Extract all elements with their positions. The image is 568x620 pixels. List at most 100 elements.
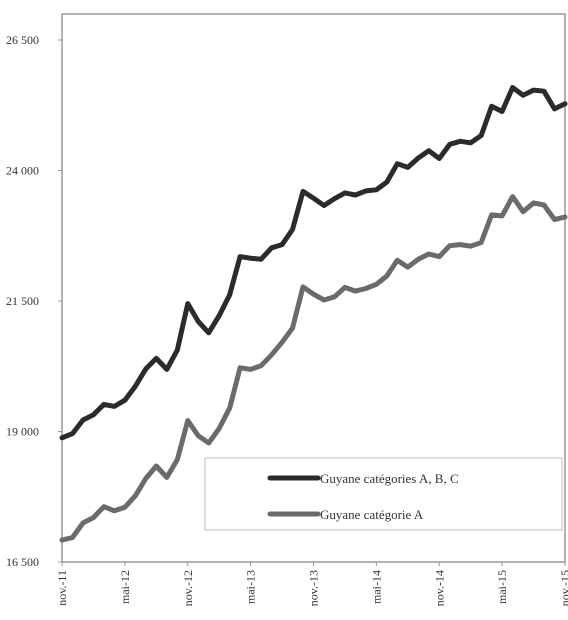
x-tick-label: nov.-11	[55, 570, 69, 606]
data-point	[301, 285, 305, 289]
data-point	[563, 215, 567, 219]
data-point	[385, 274, 389, 278]
data-point	[144, 476, 148, 481]
data-point	[531, 201, 536, 205]
y-tick-label: 24 000	[6, 164, 39, 178]
y-tick-label: 21 500	[6, 294, 39, 308]
data-point	[490, 213, 494, 217]
data-point	[552, 107, 557, 111]
data-point	[353, 289, 358, 293]
data-point	[259, 257, 263, 261]
y-tick-label: 26 500	[6, 33, 39, 47]
x-axis: nov.-11 mai-12 nov.-12 mai-13 nov.-13 mai-14 n…	[55, 562, 568, 606]
data-point	[458, 139, 462, 143]
data-point	[196, 319, 200, 323]
data-point	[238, 366, 242, 370]
data-point	[228, 406, 232, 410]
data-point	[406, 165, 410, 169]
legend-box	[204, 457, 563, 531]
data-point	[259, 364, 263, 368]
data-point	[175, 458, 179, 462]
data-point	[395, 258, 399, 262]
data-point	[269, 353, 274, 357]
data-point	[70, 535, 75, 540]
data-point	[290, 227, 295, 232]
data-point	[353, 193, 358, 197]
data-point	[322, 298, 326, 302]
data-point	[511, 85, 515, 90]
data-point	[374, 282, 378, 286]
data-point	[207, 441, 211, 445]
data-point	[154, 356, 158, 361]
data-point	[154, 464, 158, 468]
data-point	[479, 240, 483, 245]
data-point	[217, 426, 221, 430]
x-tick-label: mai-15	[495, 570, 509, 604]
data-point	[175, 348, 179, 352]
data-point	[332, 295, 337, 299]
data-point	[311, 196, 316, 200]
data-point	[448, 244, 452, 248]
legend-label-abc: Guyane catégories A, B, C	[320, 471, 459, 486]
data-point	[395, 162, 399, 166]
data-point	[112, 404, 116, 409]
data-point	[207, 331, 211, 335]
data-point	[542, 89, 546, 93]
data-point	[416, 257, 420, 261]
y-tick-label: 19 000	[6, 425, 39, 439]
data-point	[322, 203, 326, 208]
data-point	[165, 475, 169, 480]
data-point	[521, 93, 525, 97]
data-point	[165, 367, 169, 371]
data-point	[186, 302, 190, 306]
data-point	[91, 516, 96, 520]
data-point	[416, 156, 420, 160]
legend-label-a: Guyane catégorie A	[320, 507, 424, 522]
data-point	[186, 418, 190, 423]
data-point	[374, 188, 378, 192]
data-point	[427, 149, 431, 153]
data-point	[479, 133, 483, 138]
data-point	[81, 521, 85, 525]
data-point	[364, 189, 368, 193]
data-point	[490, 104, 494, 108]
y-tick-label: 16 500	[6, 555, 39, 569]
data-point	[81, 418, 85, 422]
data-point	[343, 285, 347, 290]
data-point	[511, 195, 515, 199]
data-point	[448, 142, 452, 146]
x-tick-label: nov.-12	[181, 570, 195, 606]
data-point	[542, 203, 546, 207]
data-point	[301, 189, 305, 193]
data-point	[521, 210, 525, 214]
data-point	[332, 197, 337, 201]
data-point	[343, 191, 347, 195]
data-point	[290, 326, 295, 330]
series-lines	[59, 85, 568, 543]
data-point	[269, 246, 274, 250]
data-point	[280, 340, 284, 344]
data-point	[133, 384, 137, 388]
data-point	[102, 505, 106, 509]
x-tick-label: nov.-13	[307, 570, 321, 606]
x-tick-label: mai-14	[369, 570, 383, 604]
data-point	[91, 413, 96, 417]
data-point	[144, 367, 148, 371]
data-point	[458, 243, 462, 247]
y-axis: 16 500 19 000 21 500 24 000 26 500	[6, 33, 62, 569]
x-tick-label: nov.-14	[432, 570, 446, 606]
x-tick-label: nov.-15	[558, 570, 568, 606]
data-point	[196, 434, 200, 438]
data-point	[385, 180, 389, 184]
data-point	[228, 293, 232, 297]
data-point	[60, 436, 64, 440]
series-line-0	[59, 85, 568, 441]
data-point	[70, 431, 75, 436]
legend: Guyane catégories A, B, C Guyane catégor…	[204, 457, 563, 531]
data-point	[60, 538, 64, 542]
data-point	[406, 265, 410, 269]
data-point	[249, 256, 253, 260]
data-point	[500, 214, 504, 218]
data-point	[500, 109, 504, 114]
